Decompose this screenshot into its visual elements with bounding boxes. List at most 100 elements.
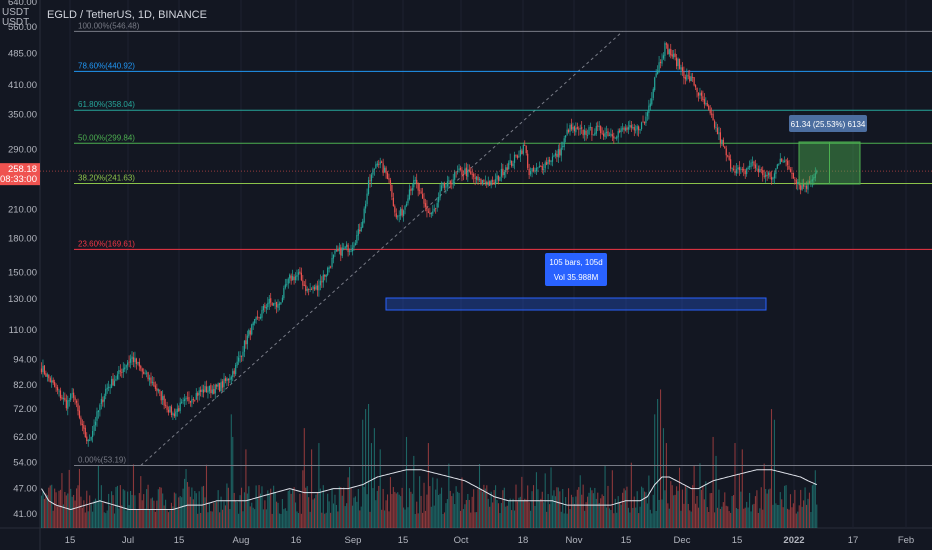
candle-body xyxy=(816,171,818,173)
candle-body xyxy=(398,215,400,217)
volume-bar xyxy=(59,489,62,528)
fib-level-label: 61.80%(358.04) xyxy=(78,100,135,109)
volume-bar xyxy=(178,497,180,528)
time-tick-label: 15 xyxy=(65,535,76,546)
candle-body xyxy=(51,380,53,383)
volume-bar xyxy=(716,507,719,528)
volume-bar xyxy=(649,509,651,528)
volume-bar xyxy=(531,491,533,528)
volume-bar xyxy=(217,490,219,528)
volume-bar xyxy=(652,494,654,528)
volume-bar xyxy=(816,504,818,528)
volume-bar xyxy=(509,498,511,528)
date-range-box[interactable] xyxy=(385,297,767,311)
candle-body xyxy=(138,361,140,367)
volume-bar xyxy=(276,501,278,528)
volume-bar xyxy=(709,493,711,528)
candle-body xyxy=(318,285,320,291)
volume-bar xyxy=(243,492,245,528)
volume-bar xyxy=(392,487,394,528)
candle-body xyxy=(265,306,267,309)
price-measure-tool[interactable]: 61.34 (25.53%) 6134 xyxy=(789,115,867,185)
volume-bar xyxy=(639,506,641,528)
volume-bar xyxy=(43,498,45,528)
volume-bars xyxy=(40,389,818,528)
price-tick-label: 41.00 xyxy=(13,509,37,520)
candle-body xyxy=(106,387,108,390)
candle-body xyxy=(588,127,590,135)
candle-body xyxy=(493,181,495,185)
volume-bar xyxy=(404,509,406,528)
candle-body xyxy=(805,185,808,189)
volume-bar xyxy=(411,493,413,528)
volume-bar xyxy=(278,513,281,528)
volume-bar xyxy=(522,500,524,528)
volume-bar xyxy=(674,494,676,528)
volume-bar xyxy=(633,496,635,528)
volume-bar xyxy=(154,511,156,528)
volume-bar xyxy=(689,510,691,528)
candle-body xyxy=(681,67,684,72)
volume-bar xyxy=(554,496,556,528)
candle-body xyxy=(360,227,362,232)
volume-bar xyxy=(49,485,51,528)
volume-bar xyxy=(239,495,241,528)
volume-bar xyxy=(655,510,657,528)
candle-body xyxy=(760,169,762,171)
candle-body xyxy=(594,132,596,136)
volume-bar xyxy=(300,513,302,528)
candle-body xyxy=(195,393,197,400)
volume-bar xyxy=(714,512,716,528)
candle-body xyxy=(211,389,213,394)
candle-body xyxy=(277,304,279,308)
candle-body xyxy=(302,280,304,286)
candle-body xyxy=(785,160,787,162)
volume-bar xyxy=(296,511,298,528)
candle-body xyxy=(722,139,724,146)
candle-body xyxy=(581,127,583,129)
candle-body xyxy=(379,161,381,165)
volume-bar xyxy=(385,500,387,528)
volume-bar xyxy=(236,501,238,528)
volume-bar xyxy=(787,508,789,528)
volume-bar xyxy=(810,512,812,528)
volume-bar xyxy=(346,503,348,528)
candle-body xyxy=(508,162,510,170)
volume-bar xyxy=(176,508,178,528)
date-range-bars-text: 105 bars, 105d xyxy=(549,258,602,267)
volume-bar xyxy=(557,487,559,528)
volume-bar xyxy=(476,512,478,528)
volume-bar xyxy=(93,500,95,528)
volume-bar xyxy=(363,486,365,528)
candle-body xyxy=(127,362,129,366)
candle-body xyxy=(312,286,314,289)
volume-bar xyxy=(762,509,764,528)
candle-body xyxy=(49,378,51,383)
time-tick-label: Oct xyxy=(454,535,469,546)
candle-body xyxy=(649,103,651,107)
volume-bar xyxy=(150,498,152,528)
candle-body xyxy=(700,92,703,96)
volume-bar xyxy=(163,505,165,528)
candle-body xyxy=(432,211,434,214)
candle-body xyxy=(730,159,732,169)
candle-body xyxy=(299,271,301,274)
volume-bar xyxy=(80,496,82,528)
candle-body xyxy=(366,193,368,205)
volume-bar xyxy=(549,504,551,528)
candle-body xyxy=(626,127,628,130)
date-range-tool[interactable]: 105 bars, 105d Vol 35.988M xyxy=(385,253,767,311)
candle-body xyxy=(419,189,421,191)
candle-body xyxy=(627,127,630,130)
candle-body xyxy=(372,169,374,175)
candle-body xyxy=(278,303,281,305)
volume-bar xyxy=(486,485,488,528)
candle-body xyxy=(46,374,48,377)
candle-body xyxy=(639,129,641,131)
candle-body xyxy=(286,284,288,286)
candle-body xyxy=(386,172,389,179)
volume-bar xyxy=(423,482,425,528)
candle-body xyxy=(741,169,743,171)
volume-bar xyxy=(550,467,552,528)
